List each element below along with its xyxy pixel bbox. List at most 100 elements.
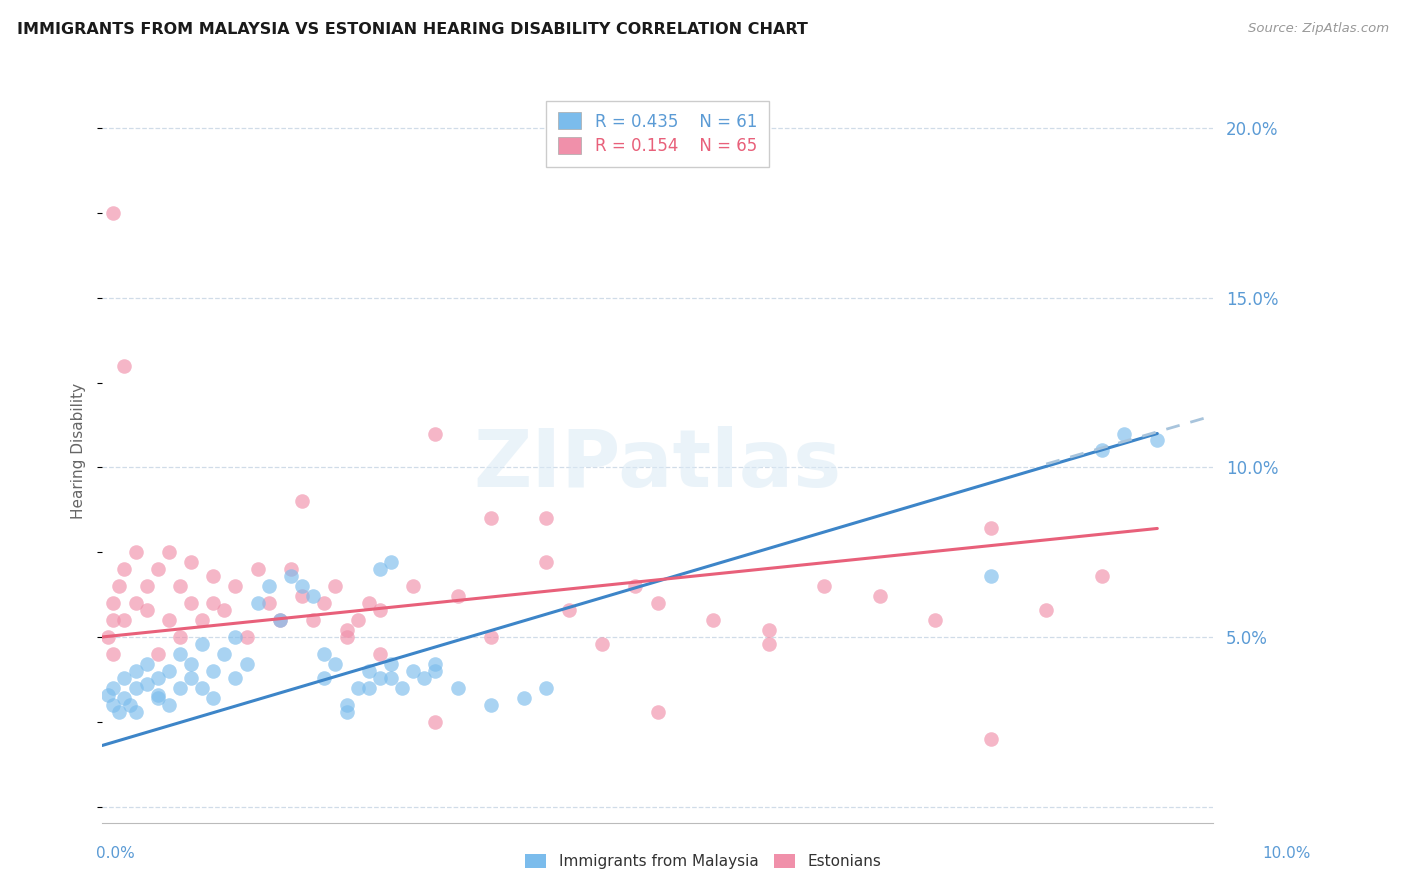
Point <box>146 562 169 576</box>
Point <box>314 671 336 685</box>
Point <box>169 579 191 593</box>
Point <box>224 630 246 644</box>
Point <box>280 569 302 583</box>
Point <box>346 681 368 695</box>
Point <box>391 681 413 695</box>
Point <box>257 596 280 610</box>
Point <box>425 714 447 729</box>
Point <box>157 698 180 712</box>
Point <box>291 494 314 508</box>
Point <box>302 589 325 603</box>
Point <box>157 664 180 678</box>
Point <box>758 637 780 651</box>
Point <box>146 647 169 661</box>
Point <box>112 691 135 706</box>
Point <box>124 681 146 695</box>
Point <box>647 596 669 610</box>
Point <box>112 671 135 685</box>
Point <box>1035 603 1057 617</box>
Text: Source: ZipAtlas.com: Source: ZipAtlas.com <box>1249 22 1389 36</box>
Point <box>368 603 391 617</box>
Point <box>180 657 202 672</box>
Point <box>103 681 125 695</box>
Point <box>291 589 314 603</box>
Point <box>224 671 246 685</box>
Point <box>557 603 579 617</box>
Point <box>157 545 180 559</box>
Point <box>536 511 558 525</box>
Point <box>980 569 1002 583</box>
Point <box>191 637 214 651</box>
Point <box>103 647 125 661</box>
Point <box>191 681 214 695</box>
Point <box>291 579 314 593</box>
Point <box>368 647 391 661</box>
Point <box>302 613 325 627</box>
Point <box>269 613 291 627</box>
Point <box>97 688 120 702</box>
Text: 10.0%: 10.0% <box>1263 846 1310 861</box>
Point <box>425 664 447 678</box>
Point <box>103 698 125 712</box>
Point <box>246 562 269 576</box>
Text: IMMIGRANTS FROM MALAYSIA VS ESTONIAN HEARING DISABILITY CORRELATION CHART: IMMIGRANTS FROM MALAYSIA VS ESTONIAN HEA… <box>17 22 807 37</box>
Point <box>118 698 141 712</box>
Point <box>224 579 246 593</box>
Point <box>380 657 402 672</box>
Point <box>246 596 269 610</box>
Point <box>425 657 447 672</box>
Point <box>124 596 146 610</box>
Y-axis label: Hearing Disability: Hearing Disability <box>72 383 86 518</box>
Point <box>591 637 613 651</box>
Point <box>446 589 468 603</box>
Point <box>103 613 125 627</box>
Text: 0.0%: 0.0% <box>96 846 135 861</box>
Point <box>269 613 291 627</box>
Point <box>702 613 724 627</box>
Point <box>479 630 502 644</box>
Point <box>214 603 236 617</box>
Point <box>980 731 1002 746</box>
Point <box>1112 426 1135 441</box>
Point <box>135 657 157 672</box>
Point <box>169 630 191 644</box>
Point <box>924 613 946 627</box>
Point <box>314 596 336 610</box>
Legend: Immigrants from Malaysia, Estonians: Immigrants from Malaysia, Estonians <box>519 848 887 875</box>
Point <box>280 562 302 576</box>
Point <box>335 630 357 644</box>
Point <box>479 698 502 712</box>
Point <box>758 623 780 637</box>
Point <box>357 596 380 610</box>
Point <box>112 359 135 373</box>
Point <box>124 545 146 559</box>
Point <box>513 691 536 706</box>
Point <box>191 613 214 627</box>
Point <box>335 698 357 712</box>
Point <box>112 613 135 627</box>
Point <box>357 664 380 678</box>
Point <box>335 623 357 637</box>
Point <box>368 671 391 685</box>
Point <box>135 677 157 691</box>
Point <box>813 579 835 593</box>
Point <box>647 705 669 719</box>
Point <box>214 647 236 661</box>
Point <box>124 664 146 678</box>
Point <box>425 426 447 441</box>
Text: ZIPatlas: ZIPatlas <box>474 426 842 504</box>
Point <box>108 705 131 719</box>
Point <box>380 555 402 569</box>
Point <box>235 630 257 644</box>
Point <box>202 569 225 583</box>
Point <box>235 657 257 672</box>
Point <box>103 596 125 610</box>
Point <box>146 688 169 702</box>
Point <box>479 511 502 525</box>
Point <box>135 603 157 617</box>
Point <box>402 579 425 593</box>
Point <box>157 613 180 627</box>
Point <box>180 596 202 610</box>
Legend: R = 0.435    N = 61, R = 0.154    N = 65: R = 0.435 N = 61, R = 0.154 N = 65 <box>547 101 769 167</box>
Point <box>103 206 125 220</box>
